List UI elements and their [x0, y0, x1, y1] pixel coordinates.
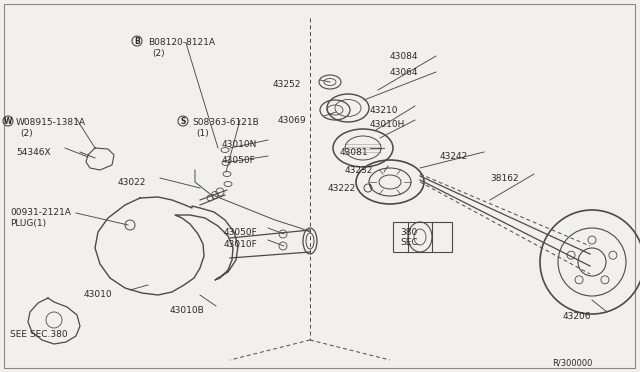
Text: 00931-2121A: 00931-2121A [10, 208, 71, 217]
Text: 43010B: 43010B [170, 306, 205, 315]
Text: 43010F: 43010F [224, 240, 258, 249]
Text: (2): (2) [152, 49, 164, 58]
Text: 43242: 43242 [440, 152, 468, 161]
Text: W08915-1381A: W08915-1381A [16, 118, 86, 127]
Text: SEE SEC.380: SEE SEC.380 [10, 330, 68, 339]
Text: 43010N: 43010N [222, 140, 257, 149]
Text: 43050F: 43050F [222, 156, 256, 165]
Text: SEC.: SEC. [400, 238, 420, 247]
Text: B: B [134, 36, 140, 45]
Text: W: W [4, 116, 12, 125]
Text: 43222: 43222 [328, 184, 356, 193]
Text: 43210: 43210 [370, 106, 399, 115]
Text: 43252: 43252 [273, 80, 301, 89]
Text: 43022: 43022 [118, 178, 147, 187]
Text: 43064: 43064 [390, 68, 419, 77]
Text: 380: 380 [400, 228, 417, 237]
Text: B08120-8121A: B08120-8121A [148, 38, 215, 47]
Text: 43069: 43069 [278, 116, 307, 125]
Text: (1): (1) [196, 129, 209, 138]
Text: PLUG(1): PLUG(1) [10, 219, 46, 228]
Text: 43081: 43081 [340, 148, 369, 157]
Text: 43084: 43084 [390, 52, 419, 61]
Text: R/300000: R/300000 [552, 358, 593, 367]
Text: (2): (2) [20, 129, 33, 138]
Text: 43050F: 43050F [224, 228, 258, 237]
Text: 54346X: 54346X [16, 148, 51, 157]
Text: S08363-6121B: S08363-6121B [192, 118, 259, 127]
Text: 43206: 43206 [563, 312, 591, 321]
Text: 43010H: 43010H [370, 120, 405, 129]
Text: S: S [180, 116, 186, 125]
Text: 43232: 43232 [345, 166, 373, 175]
Bar [393, 222, 452, 252]
Text: 43010: 43010 [84, 290, 113, 299]
Text: 38162: 38162 [490, 174, 518, 183]
